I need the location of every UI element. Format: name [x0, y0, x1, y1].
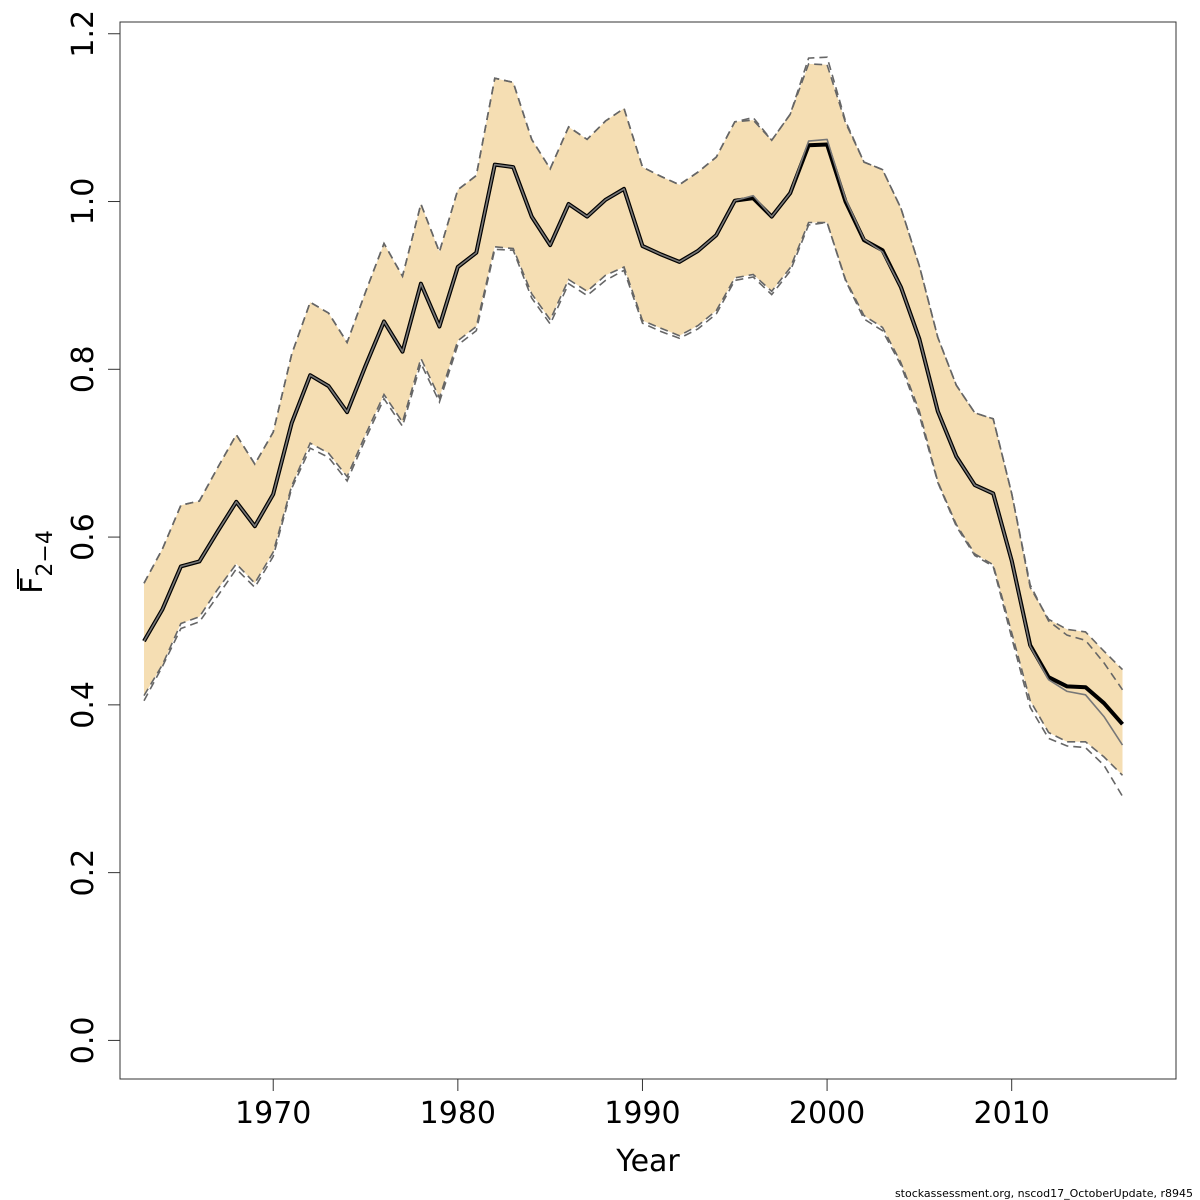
y-tick-label: 0.8: [66, 345, 101, 393]
y-tick-label: 0.0: [66, 1017, 101, 1065]
x-tick-label: 1990: [604, 1096, 680, 1131]
y-axis: 0.0 0.2 0.4 0.6 0.8 1.0 1.2: [66, 10, 120, 1064]
y-axis-title: F2−4: [15, 530, 58, 594]
plot-frame: [119, 21, 1177, 1080]
previous-upper-bound-line: [143, 56, 1124, 691]
lower-bound-line: [143, 221, 1124, 776]
y-axis-title-sub: 2−4: [33, 530, 58, 576]
y-tick-label: 1.0: [66, 178, 101, 226]
x-tick-label: 2000: [789, 1096, 865, 1131]
y-tick-label: 1.2: [66, 10, 101, 58]
x-tick-label: 1970: [235, 1096, 311, 1131]
x-axis-title: Year: [615, 1144, 680, 1179]
confidence-band-layer: [144, 63, 1123, 776]
confidence-band: [144, 63, 1123, 776]
y-axis-title-main: F: [15, 577, 50, 594]
y-tick-label: 0.6: [66, 513, 101, 561]
bound-lines-layer: [143, 56, 1124, 797]
previous-estimate-line: [143, 138, 1124, 746]
y-tick-label: 0.2: [66, 849, 101, 897]
previous-lower-bound-line: [143, 221, 1124, 797]
x-tick-label: 2010: [974, 1096, 1050, 1131]
x-tick-label: 1980: [420, 1096, 496, 1131]
x-axis: 1970 1980 1990 2000 2010: [235, 1079, 1050, 1131]
footer-note: stockassessment.org, nscod17_OctoberUpda…: [895, 1187, 1193, 1200]
estimate-lines-layer: [142, 138, 1125, 746]
y-axis-title-text: F2−4: [15, 530, 58, 594]
y-tick-label: 0.4: [66, 681, 101, 729]
